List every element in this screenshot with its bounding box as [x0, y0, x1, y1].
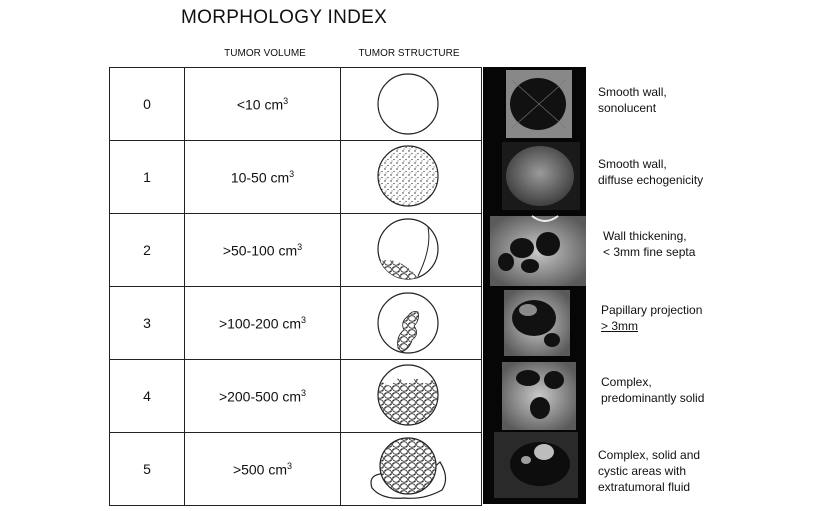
volume-value: >500 cm — [232, 461, 288, 478]
unit-exponent: 3 — [287, 460, 293, 471]
description-line: Papillary projection — [601, 303, 703, 317]
solid-cystic-fluid-icon — [370, 437, 447, 499]
description-line: < 3mm fine septa — [603, 245, 696, 259]
septated-circle-icon — [377, 218, 439, 280]
description-line: Wall thickening, — [603, 229, 687, 243]
unit-exponent: 3 — [283, 95, 289, 106]
description-5: Complex, solid and cystic areas with ext… — [598, 447, 700, 495]
papillary-projection-icon — [377, 292, 439, 354]
index-cell: 3 — [109, 286, 185, 360]
description-line: sonolucent — [598, 101, 657, 115]
volume-value: >200-500 cm — [218, 388, 302, 405]
description-2: Wall thickening, < 3mm fine septa — [603, 228, 695, 260]
index-cell: 0 — [109, 67, 185, 141]
unit-exponent: 3 — [289, 168, 295, 179]
volume-cell: >50-100 cm3 — [184, 213, 341, 287]
unit-exponent: 3 — [301, 314, 307, 325]
volume-cell: >100-200 cm3 — [184, 286, 341, 360]
volume-value: <10 cm — [236, 96, 284, 113]
description-line: Smooth wall, — [598, 85, 667, 99]
description-1: Smooth wall, diffuse echogenicity — [598, 156, 703, 188]
description-line: > 3mm — [601, 319, 639, 333]
ultrasound-image-sonolucent — [506, 70, 572, 138]
ultrasound-image-septa — [490, 215, 586, 286]
sonolucent-circle-icon — [377, 73, 439, 135]
mostly-solid-circle-icon — [377, 364, 439, 426]
ultrasound-image-papillary — [504, 290, 570, 356]
description-line: predominantly solid — [601, 391, 705, 405]
volume-value: 10-50 cm — [230, 169, 290, 186]
description-line: cystic areas with — [598, 464, 687, 478]
description-4: Complex, predominantly solid — [601, 374, 704, 406]
ultrasound-image-echogenic — [502, 142, 580, 210]
ultrasound-image-complex — [494, 432, 578, 498]
tumor-structure-header: TUMOR STRUCTURE — [358, 48, 460, 59]
unit-exponent: 3 — [297, 241, 303, 252]
description-3: Papillary projection > 3mm — [601, 302, 702, 334]
volume-value: >100-200 cm — [218, 315, 302, 332]
tumor-volume-header: TUMOR VOLUME — [224, 48, 306, 59]
stippled-circle-icon — [377, 145, 439, 207]
volume-value: >50-100 cm — [222, 242, 298, 259]
description-line: Smooth wall, — [598, 157, 667, 171]
ultrasound-image-solid — [502, 362, 576, 430]
unit-exponent: 3 — [301, 387, 307, 398]
description-line: diffuse echogenicity — [598, 173, 704, 187]
description-line: extratumoral fluid — [598, 480, 691, 494]
index-cell: 5 — [109, 432, 185, 506]
table-row: 1 10-50 cm3 — [109, 140, 482, 214]
page-title: MORPHOLOGY INDEX — [181, 7, 388, 28]
description-line: Complex, solid and — [598, 448, 701, 462]
volume-cell: <10 cm3 — [184, 67, 341, 141]
volume-cell: >200-500 cm3 — [184, 359, 341, 433]
description-line: Complex, — [601, 375, 652, 389]
description-0: Smooth wall, sonolucent — [598, 84, 667, 116]
